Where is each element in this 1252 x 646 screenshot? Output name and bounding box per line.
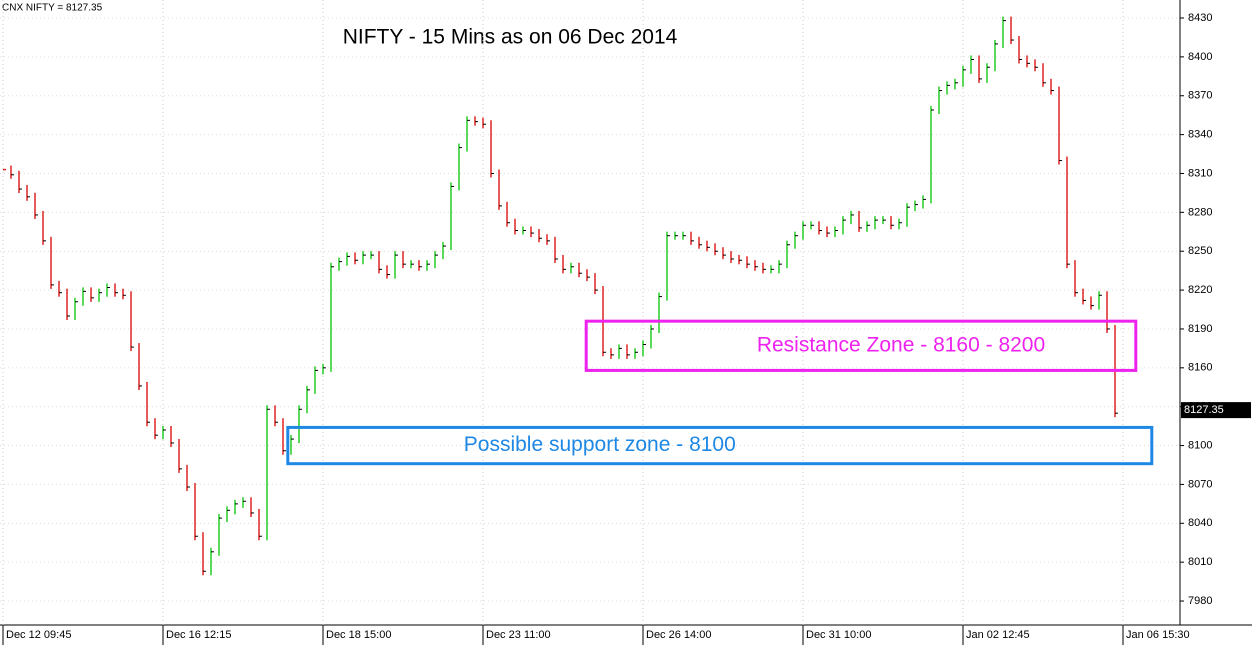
y-tick-label: 8160 (1188, 362, 1212, 374)
x-tick-label: Dec 23 11:00 (486, 629, 551, 641)
y-tick-label: 8310 (1188, 167, 1212, 179)
x-tick-label: Jan 02 12:45 (966, 629, 1030, 641)
last-price-box (1181, 402, 1251, 419)
y-tick-label: 8250 (1188, 245, 1212, 257)
y-tick-label: 7980 (1188, 595, 1212, 607)
x-tick-label: Dec 16 12:15 (166, 629, 231, 641)
y-tick-label: 8220 (1188, 284, 1212, 296)
y-tick-label: 8100 (1188, 439, 1212, 451)
x-tick-label: Dec 18 15:00 (326, 629, 391, 641)
zone-label: Possible support zone - 8100 (464, 433, 736, 456)
zone-label: Resistance Zone - 8160 - 8200 (757, 333, 1045, 356)
y-tick-label: 8010 (1188, 556, 1212, 568)
y-tick-label: 8280 (1188, 206, 1212, 218)
zone-box (584, 319, 1138, 372)
y-tick-label: 8430 (1188, 12, 1212, 24)
chart-title: NIFTY - 15 Mins as on 06 Dec 2014 (343, 26, 678, 49)
y-tick-label: 8040 (1188, 517, 1212, 529)
y-tick-label: 8370 (1188, 90, 1212, 102)
x-tick-label: Dec 12 09:45 (6, 629, 71, 641)
symbol-header: CNX NIFTY = 8127.35 (2, 3, 103, 14)
last-price-label: 8127.35 (1184, 404, 1224, 416)
y-tick-label: 8070 (1188, 478, 1212, 490)
x-tick-label: Dec 26 14:00 (646, 629, 711, 641)
zone-box (286, 425, 1154, 466)
y-tick-label: 8190 (1188, 323, 1212, 335)
y-tick-label: 8400 (1188, 51, 1212, 63)
y-tick-label: 8340 (1188, 129, 1212, 141)
x-tick-label: Dec 31 10:00 (806, 629, 871, 641)
x-tick-label: Jan 06 15:30 (1126, 629, 1190, 641)
